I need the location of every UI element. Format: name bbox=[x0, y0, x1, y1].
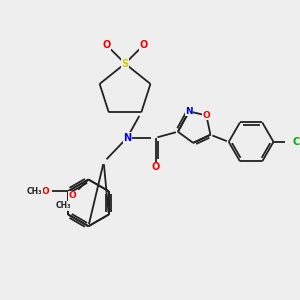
Text: CH₃: CH₃ bbox=[55, 201, 71, 210]
Text: O: O bbox=[152, 162, 160, 172]
Text: Cl: Cl bbox=[292, 137, 300, 147]
Text: O: O bbox=[202, 111, 210, 120]
Text: N: N bbox=[185, 107, 193, 116]
Text: O: O bbox=[139, 40, 148, 50]
Text: O: O bbox=[42, 187, 50, 196]
Text: CH₃: CH₃ bbox=[27, 187, 42, 196]
Text: S: S bbox=[122, 58, 129, 69]
Text: N: N bbox=[123, 133, 131, 143]
Text: O: O bbox=[103, 40, 111, 50]
Text: O: O bbox=[68, 191, 76, 200]
